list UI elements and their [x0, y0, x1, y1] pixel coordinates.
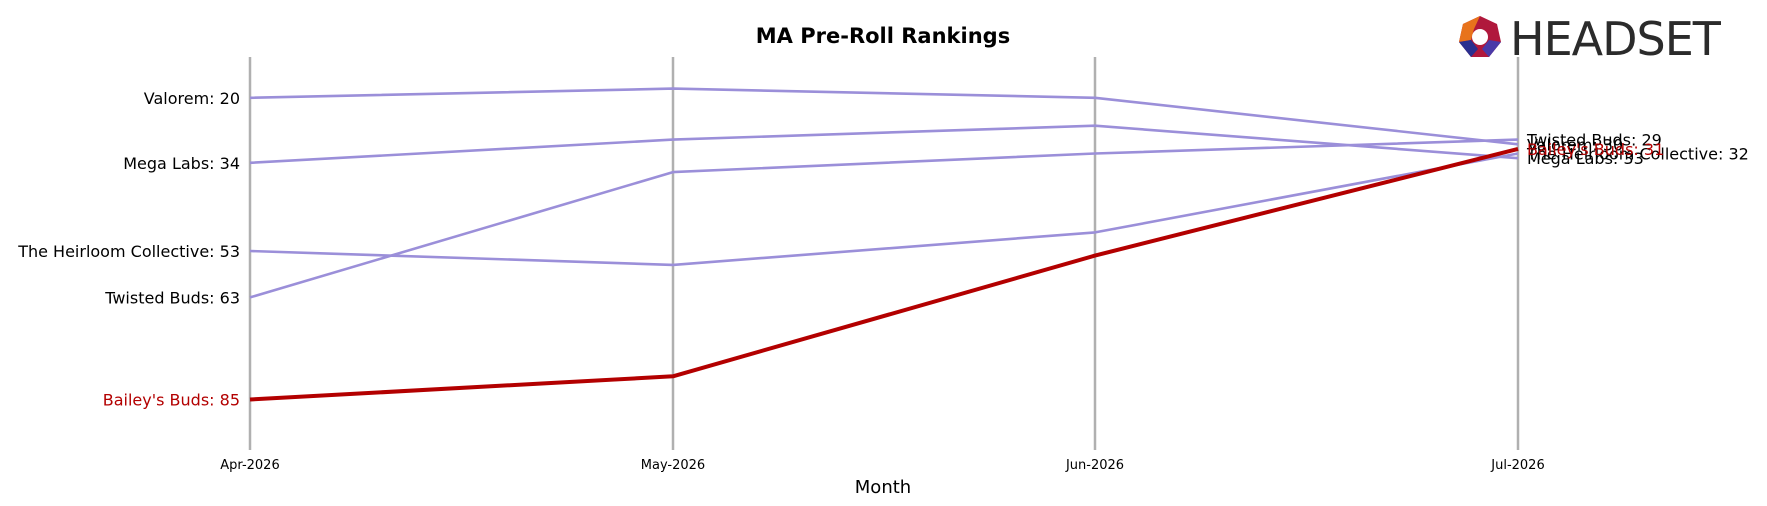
headset-logo-text: HEADSET	[1510, 12, 1722, 66]
end-label-the-heirloom-collective: The Heirloom Collective: 32	[1526, 145, 1749, 164]
start-label-valorem: Valorem: 20	[144, 89, 240, 108]
headset-logo: HEADSET	[1459, 12, 1723, 66]
x-tick-may-2026: May-2026	[641, 458, 705, 473]
series-lines	[249, 87, 1519, 402]
month-gridlines	[248, 57, 1520, 450]
end-label-bailey-s-buds: Bailey's Buds: 31	[1527, 140, 1664, 159]
series-line-twisted-buds	[249, 138, 1519, 299]
start-label-mega-labs: Mega Labs: 34	[123, 154, 240, 173]
x-tick-labels: Apr-2026 May-2026 Jun-2026 Jul-2026	[220, 458, 1544, 473]
x-axis-label: Month	[855, 477, 911, 498]
end-label-twisted-buds: Twisted Buds: 29	[1526, 131, 1662, 150]
start-label-bailey-s-buds: Bailey's Buds: 85	[103, 391, 240, 410]
x-tick-jun-2026: Jun-2026	[1065, 458, 1124, 473]
x-tick-apr-2026: Apr-2026	[220, 458, 279, 473]
start-label-twisted-buds: Twisted Buds: 63	[104, 288, 240, 307]
series-line-the-heirloom-collective	[249, 152, 1519, 267]
series-line-bailey-s-buds	[249, 146, 1519, 402]
start-label-the-heirloom-collective: The Heirloom Collective: 53	[17, 242, 240, 261]
end-label-valorem: Valorem: 30	[1527, 135, 1623, 154]
series-line-mega-labs	[249, 124, 1519, 165]
x-tick-jul-2026: Jul-2026	[1490, 458, 1544, 473]
start-rank-labels: Valorem: 20 Mega Labs: 34 The Heirloom Col…	[17, 89, 240, 410]
series-line-valorem	[249, 87, 1519, 146]
chart-title: MA Pre-Roll Rankings	[756, 24, 1010, 48]
headset-logo-mark	[1459, 16, 1501, 57]
end-label-mega-labs: Mega Labs: 33	[1527, 149, 1644, 168]
